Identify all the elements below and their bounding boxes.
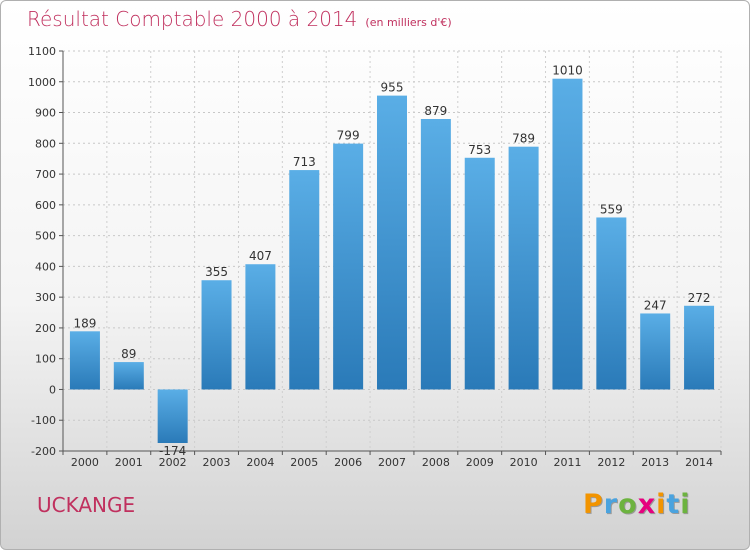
bar-2002 [157, 389, 188, 443]
x-tick-label: 2012 [597, 456, 625, 469]
value-label: 407 [249, 249, 272, 263]
y-tick-label: 0 [49, 383, 56, 396]
logo-letter: P [583, 489, 604, 520]
y-tick-label: -100 [31, 414, 56, 427]
bar-2009 [464, 157, 495, 390]
logo-letter: x [637, 489, 657, 520]
logo-letter: t [666, 489, 681, 520]
bar-2003 [201, 280, 232, 390]
commune-name: UCKANGE [37, 493, 136, 517]
x-tick-label: 2007 [378, 456, 406, 469]
value-label: 955 [381, 81, 404, 95]
value-label: -174 [159, 444, 186, 458]
proxiti-logo: Proxiti [583, 489, 691, 520]
y-tick-label: -200 [31, 445, 56, 458]
logo-letter: o [618, 489, 638, 520]
chart-unit: (en milliers d'€) [365, 16, 452, 29]
value-label: 559 [600, 202, 623, 216]
value-label: 247 [644, 298, 667, 312]
value-label: 272 [688, 291, 711, 305]
x-tick-label: 2009 [466, 456, 494, 469]
value-label: 89 [121, 347, 136, 361]
bar-2001 [113, 362, 144, 390]
x-tick-label: 2014 [685, 456, 713, 469]
logo-letter: i [656, 489, 667, 520]
bar-2004 [245, 264, 276, 390]
y-tick-label: 1100 [28, 45, 56, 58]
value-label: 189 [73, 316, 96, 330]
x-tick-label: 2013 [641, 456, 669, 469]
chart-title: Résultat Comptable 2000 à 2014 [27, 7, 358, 31]
bar-2005 [289, 170, 320, 390]
x-tick-label: 2004 [246, 456, 274, 469]
logo-letter: r [603, 489, 619, 520]
x-tick-label: 2008 [422, 456, 450, 469]
y-tick-label: 400 [35, 260, 56, 273]
value-label: 1010 [552, 64, 583, 78]
y-tick-label: 300 [35, 291, 56, 304]
y-tick-label: 200 [35, 322, 56, 335]
chart-title-block: Résultat Comptable 2000 à 2014 (en millie… [27, 7, 452, 31]
bar-2008 [420, 119, 451, 390]
bar-2007 [377, 95, 407, 390]
x-tick-label: 2005 [290, 456, 318, 469]
y-tick-label: 900 [35, 107, 56, 120]
bar-2013 [640, 313, 671, 390]
x-tick-label: 2001 [115, 456, 143, 469]
bar-2010 [508, 146, 539, 390]
x-tick-label: 2011 [553, 456, 581, 469]
y-tick-label: 600 [35, 199, 56, 212]
y-tick-label: 100 [35, 353, 56, 366]
value-label: 789 [512, 132, 535, 146]
logo-letter: i [680, 489, 691, 520]
x-tick-label: 2006 [334, 456, 362, 469]
value-label: 355 [205, 265, 228, 279]
axes [59, 50, 722, 455]
value-label: 799 [337, 129, 360, 143]
bar-2006 [333, 143, 364, 390]
bar-2000 [69, 331, 100, 390]
y-tick-label: 800 [35, 137, 56, 150]
y-tick-label: 500 [35, 230, 56, 243]
y-tick-label: 1000 [28, 76, 56, 89]
bar-2014 [684, 305, 715, 390]
value-label: 713 [293, 155, 316, 169]
x-tick-label: 2000 [71, 456, 99, 469]
x-tick-label: 2002 [159, 456, 187, 469]
value-label: 879 [424, 104, 447, 118]
x-tick-label: 2010 [510, 456, 538, 469]
bars [69, 78, 715, 443]
bar-2011 [552, 78, 583, 390]
value-label: 753 [468, 143, 491, 157]
labels: -200 -100 0 100 200 300 400 500 600 700 800 900 1000… [28, 45, 713, 469]
x-tick-label: 2003 [203, 456, 231, 469]
y-tick-label: 700 [35, 168, 56, 181]
bar-2012 [596, 217, 627, 390]
